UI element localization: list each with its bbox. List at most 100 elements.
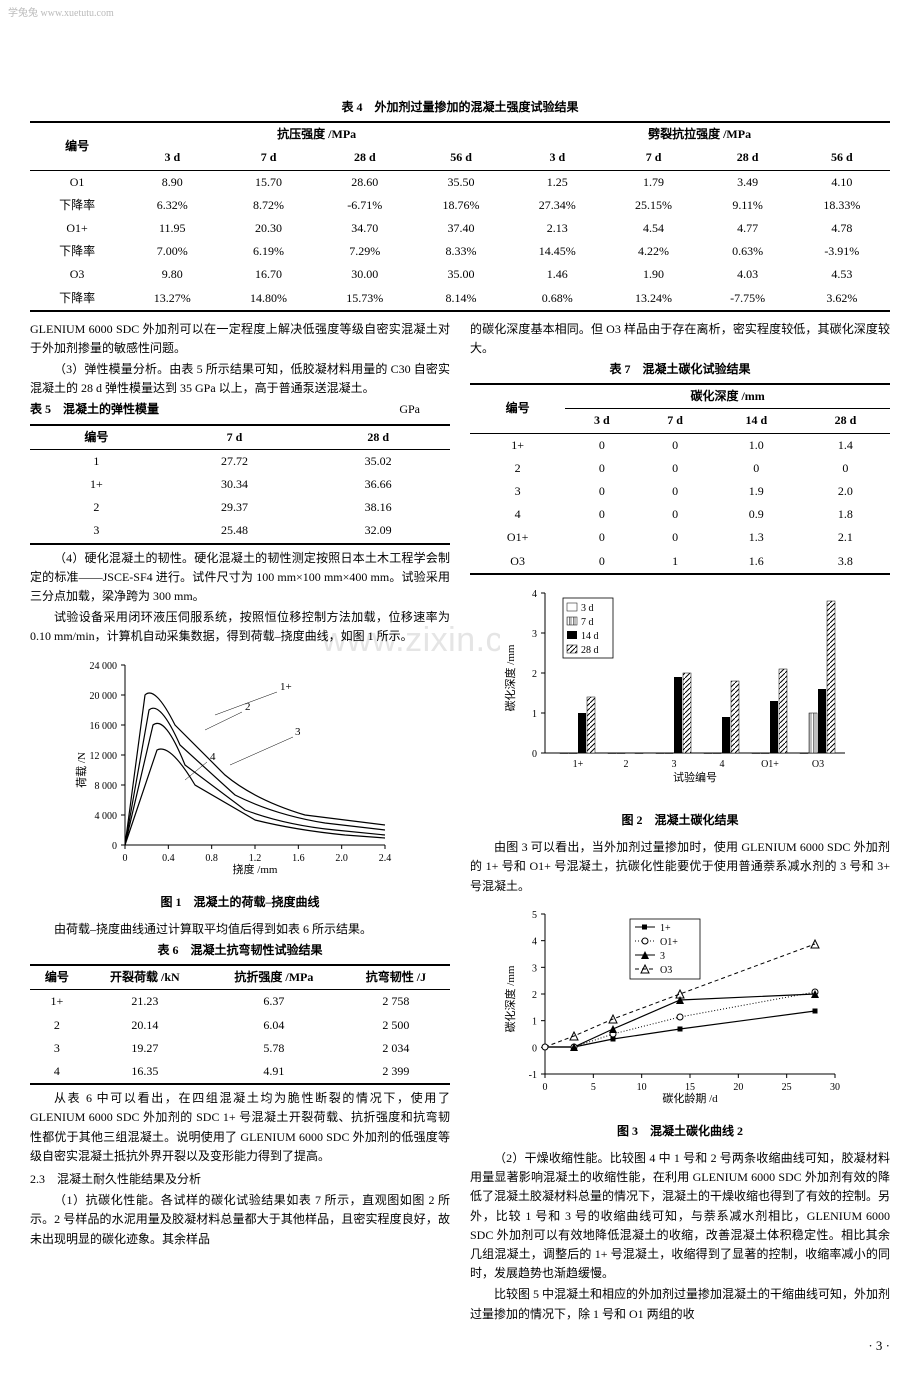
table-cell: 3.49 [702,170,794,194]
table-cell: 2 399 [342,1060,450,1084]
svg-text:2: 2 [624,759,629,770]
table-cell: 4 [30,1060,84,1084]
table-cell: 13.24% [605,287,701,311]
table-cell: 2 [470,457,565,480]
t4-sub: 28 d [702,146,794,170]
table-cell: 1.25 [509,170,605,194]
fig1-l4: 4 [210,751,216,763]
table-cell: 4.78 [794,217,890,240]
table-cell: 0 [712,457,801,480]
table-cell: 1.9 [712,480,801,503]
svg-text:-1: -1 [529,1070,537,1081]
svg-text:16 000: 16 000 [90,721,118,732]
t4-sub: 56 d [794,146,890,170]
table-cell: 29.37 [163,496,307,519]
table-cell: 2 [30,496,163,519]
table4-col-no: 编号 [30,122,124,170]
table-cell: 1.4 [801,433,890,457]
table-cell: 6.19% [220,240,316,263]
table-cell: -6.71% [317,194,413,217]
fig1-l1: 1+ [280,681,292,693]
right-p3: （2）干燥收缩性能。比较图 4 中 1 号和 2 号两条收缩曲线可知，胶凝材料用… [470,1149,890,1283]
table-cell: 1.8 [801,503,890,526]
svg-text:0.8: 0.8 [205,853,218,864]
table4-title: 表 4 外加剂过量掺加的混凝土强度试验结果 [30,98,890,117]
table-cell: 4.10 [794,170,890,194]
table-cell: 2.13 [509,217,605,240]
table-cell: O1+ [470,526,565,549]
table-cell: 1.6 [712,550,801,574]
table-cell: 8.90 [124,170,220,194]
table-cell: 1.0 [712,433,801,457]
t7-sub: 28 d [801,409,890,433]
fig3-caption: 图 3 混凝土碳化曲线 2 [470,1122,890,1141]
svg-text:30: 30 [830,1082,840,1093]
table-cell: -3.91% [794,240,890,263]
fig2-svg: 01234 1+234O1+O3 3 d 7 d 14 d 28 d 碳化深度 … [500,583,860,803]
svg-text:0.4: 0.4 [162,853,175,864]
fig2-wrapper: 01234 1+234O1+O3 3 d 7 d 14 d 28 d 碳化深度 … [470,583,890,830]
fig1-wrapper: 04 0008 00012 00016 00020 00024 000 00.4… [30,655,450,912]
table-cell: 37.40 [413,217,509,240]
table-cell: 0 [565,550,638,574]
table-cell: 0 [565,457,638,480]
svg-text:3: 3 [532,629,537,640]
table-cell: 9.80 [124,263,220,286]
table4-group2: 劈裂抗拉强度 /MPa [509,122,890,146]
t4-sub: 3 d [124,146,220,170]
table-cell: 20.14 [84,1014,206,1037]
table-cell: 11.95 [124,217,220,240]
table-cell: 5.78 [206,1037,342,1060]
table-cell: 0 [639,526,712,549]
svg-text:1.2: 1.2 [249,853,262,864]
t4-sub: 7 d [605,146,701,170]
fig1-xlabel: 挠度 /mm [233,862,278,876]
table5-title: 表 5 混凝土的弹性模量 [30,400,159,419]
table-cell: 19.27 [84,1037,206,1060]
svg-text:1: 1 [532,1016,537,1027]
table-cell: 1+ [470,433,565,457]
table-cell: 20.30 [220,217,316,240]
table-cell: 30.00 [317,263,413,286]
table-cell: 4.53 [794,263,890,286]
fig1-caption: 图 1 混凝土的荷载–挠度曲线 [30,893,450,912]
table-cell: 6.04 [206,1014,342,1037]
table-cell: 27.34% [509,194,605,217]
table-cell: 21.23 [84,990,206,1014]
fig1-ylabel: 荷载 /N [75,752,88,788]
table-cell: 9.11% [702,194,794,217]
table-cell: 8.14% [413,287,509,311]
t7-col-no: 编号 [470,384,565,433]
table-cell: 4.54 [605,217,701,240]
table6: 编号 开裂荷载 /kN 抗折强度 /MPa 抗弯韧性 /J 1+21.236.3… [30,964,450,1085]
fig2-xlabel: 试验编号 [673,770,717,784]
t5-h: 28 d [306,425,450,450]
table-cell: 0 [565,480,638,503]
table-cell: 2 034 [342,1037,450,1060]
table-cell: 3.8 [801,550,890,574]
svg-text:0: 0 [532,749,537,760]
svg-text:20: 20 [733,1082,743,1093]
table-cell: 35.02 [306,449,450,473]
t4-sub: 3 d [509,146,605,170]
table-cell: 25.15% [605,194,701,217]
svg-text:3: 3 [672,759,677,770]
svg-text:2.4: 2.4 [379,853,392,864]
t7-sub: 3 d [565,409,638,433]
fig3-ylabel: 碳化深度 /mm [503,965,517,1032]
table-cell: 14.45% [509,240,605,263]
t5-h: 7 d [163,425,307,450]
svg-text:8 000: 8 000 [95,781,118,792]
t6-h: 开裂荷载 /kN [84,965,206,990]
table-cell: 2 [30,1014,84,1037]
leg3: 1+ [660,923,671,934]
table-cell: 15.73% [317,287,413,311]
svg-text:5: 5 [532,910,537,921]
t7-group: 碳化深度 /mm [565,384,890,409]
left-p2: （3）弹性模量分析。由表 5 所示结果可知，低胶凝材料用量的 C30 自密实混凝… [30,360,450,398]
table-cell: 30.34 [163,473,307,496]
t4-sub: 56 d [413,146,509,170]
leg: 14 d [581,631,599,642]
svg-text:12 000: 12 000 [90,751,118,762]
table-cell: 3.62% [794,287,890,311]
